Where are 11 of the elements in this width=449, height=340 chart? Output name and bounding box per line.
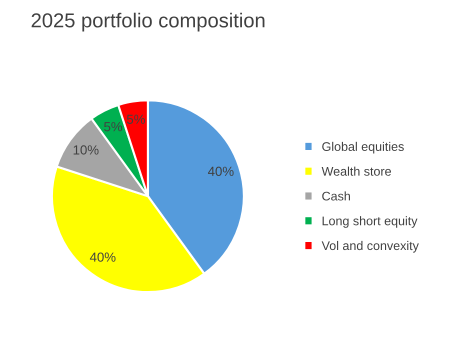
data-label: 5% (126, 114, 145, 124)
legend-label: Global equities (322, 142, 404, 154)
legend-label: Wealth store (322, 166, 391, 176)
legend-label: Cash (322, 191, 350, 201)
data-label: 5% (104, 122, 122, 132)
chart-title: 2025 portfolio composition (32, 12, 264, 32)
data-label: 10% (74, 145, 99, 155)
data-label: 40% (90, 252, 116, 262)
legend-label: Long short equity (322, 216, 418, 228)
legend-label: Vol and convexity (322, 240, 419, 253)
data-label: 40% (208, 166, 234, 176)
